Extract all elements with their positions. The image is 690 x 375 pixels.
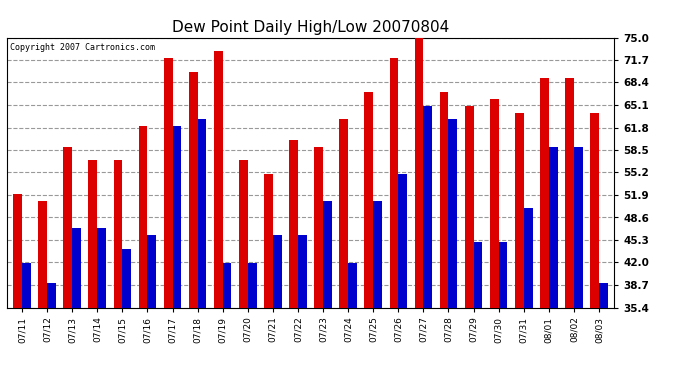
Bar	[223, 262, 231, 308]
Bar	[172, 126, 181, 308]
Bar	[273, 235, 282, 308]
Bar	[72, 228, 81, 308]
Bar	[22, 262, 31, 308]
Bar	[13, 194, 22, 308]
Bar	[490, 99, 499, 308]
Bar	[63, 147, 72, 308]
Bar	[373, 201, 382, 308]
Bar	[339, 119, 348, 308]
Bar	[148, 235, 156, 308]
Bar	[47, 283, 56, 308]
Bar	[97, 228, 106, 308]
Bar	[122, 249, 131, 308]
Bar	[197, 119, 206, 308]
Bar	[473, 242, 482, 308]
Bar	[264, 174, 273, 308]
Bar	[424, 106, 432, 308]
Bar	[323, 201, 332, 308]
Bar	[574, 147, 583, 308]
Bar	[499, 242, 507, 308]
Bar	[540, 78, 549, 308]
Bar	[599, 283, 608, 308]
Bar	[398, 174, 407, 308]
Bar	[590, 112, 599, 308]
Bar	[390, 58, 398, 308]
Bar	[289, 140, 298, 308]
Bar	[38, 201, 47, 308]
Title: Dew Point Daily High/Low 20070804: Dew Point Daily High/Low 20070804	[172, 20, 449, 35]
Bar	[515, 112, 524, 308]
Bar	[114, 160, 122, 308]
Bar	[88, 160, 97, 308]
Text: Copyright 2007 Cartronics.com: Copyright 2007 Cartronics.com	[10, 43, 155, 52]
Bar	[415, 31, 424, 308]
Bar	[164, 58, 172, 308]
Bar	[465, 106, 473, 308]
Bar	[214, 51, 223, 308]
Bar	[448, 119, 457, 308]
Bar	[364, 92, 373, 308]
Bar	[524, 208, 533, 308]
Bar	[348, 262, 357, 308]
Bar	[549, 147, 558, 308]
Bar	[248, 262, 257, 308]
Bar	[565, 78, 574, 308]
Bar	[298, 235, 307, 308]
Bar	[239, 160, 248, 308]
Bar	[440, 92, 449, 308]
Bar	[189, 72, 197, 308]
Bar	[139, 126, 148, 308]
Bar	[314, 147, 323, 308]
